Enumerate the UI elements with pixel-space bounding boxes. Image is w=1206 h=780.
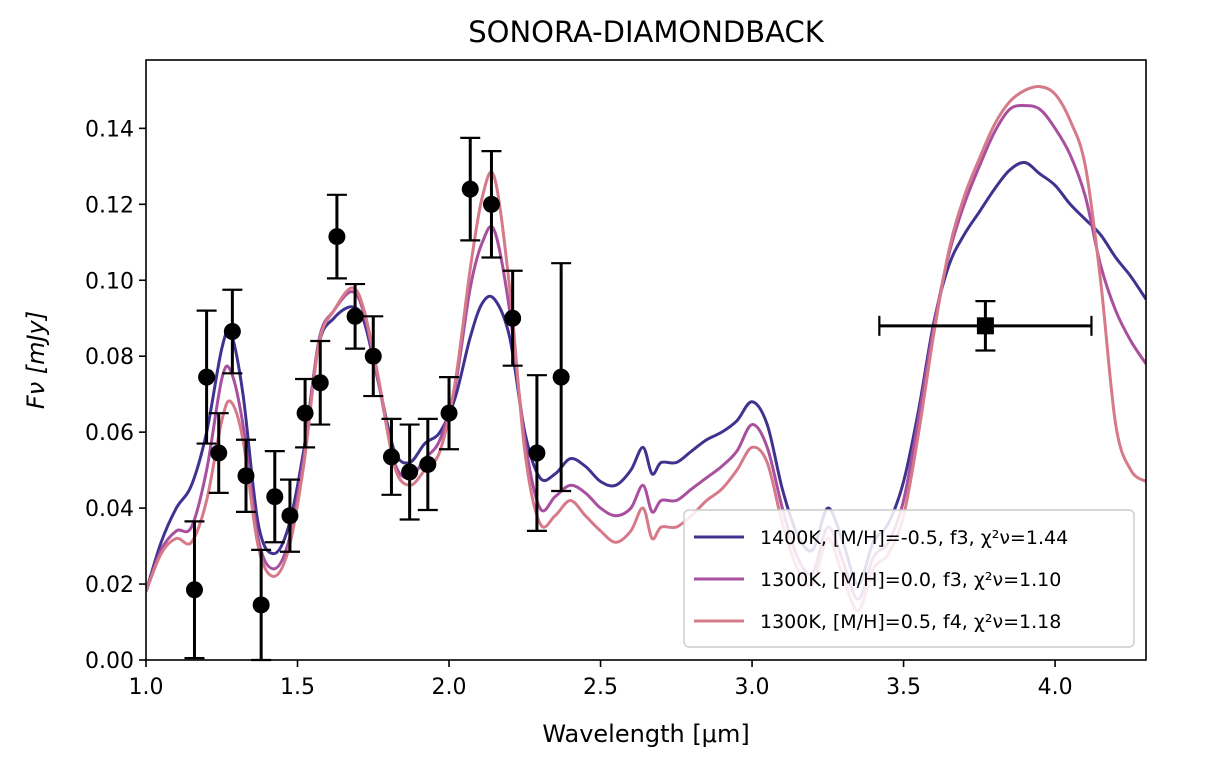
- data-marker: [461, 180, 479, 198]
- plot-frame: [145, 59, 1147, 661]
- x-tick-label: 2.0: [432, 675, 467, 700]
- square-marker: [976, 317, 994, 335]
- data-marker: [552, 368, 570, 386]
- data-marker: [198, 368, 216, 386]
- legend-box: [683, 509, 1135, 648]
- data-marker: [382, 448, 400, 466]
- data-point-17: [439, 375, 460, 451]
- legend-label: 1300K, [M/H]=0.0, f3, χ²ν=1.10: [760, 569, 1061, 591]
- x-tick-label: 1.5: [280, 675, 315, 700]
- data-marker: [440, 404, 458, 422]
- legend-item-1: 1400K, [M/H]=-0.5, f3, χ²ν=1.44: [694, 527, 1068, 549]
- y-tick-label: 0.00: [85, 649, 134, 674]
- chart-title: SONORA-DIAMONDBACK: [468, 15, 824, 49]
- y-tick-label: 0.06: [85, 421, 134, 446]
- data-marker: [210, 444, 228, 462]
- x-tick-label: 3.5: [886, 675, 921, 700]
- data-point-5: [236, 438, 256, 513]
- observed-points: [184, 136, 1093, 662]
- data-marker: [419, 455, 437, 473]
- y-tick-label: 0.08: [85, 345, 134, 370]
- legend-item-3: 1300K, [M/H]=0.5, f4, χ²ν=1.18: [694, 611, 1061, 633]
- data-point-2: [196, 309, 217, 445]
- x-tick-label: 2.5: [583, 675, 618, 700]
- data-point-11: [326, 193, 347, 280]
- data-marker: [528, 444, 546, 462]
- data-point-4: [222, 288, 243, 375]
- data-point-1: [184, 520, 205, 660]
- legend-label: 1400K, [M/H]=-0.5, f3, χ²ν=1.44: [760, 527, 1068, 549]
- data-point-22: [551, 262, 572, 493]
- data-marker: [296, 404, 314, 422]
- data-point-18: [460, 136, 481, 242]
- x-tick-label: 3.0: [735, 675, 770, 700]
- data-point-7: [264, 450, 285, 544]
- data-point-3: [208, 412, 229, 495]
- data-marker: [364, 347, 382, 365]
- data-marker: [328, 228, 346, 246]
- data-point-15: [399, 423, 420, 521]
- legend: 1400K, [M/H]=-0.5, f3, χ²ν=1.44 1300K, [M…: [683, 509, 1135, 648]
- data-marker: [346, 307, 364, 325]
- data-point-14: [381, 417, 402, 496]
- legend-items: 1400K, [M/H]=-0.5, f3, χ²ν=1.44 1300K, [M…: [694, 527, 1068, 633]
- x-tick-label: 1.0: [129, 675, 164, 700]
- y-tick-label: 0.14: [85, 117, 134, 142]
- data-point-10: [310, 339, 331, 426]
- data-point-8: [279, 478, 300, 553]
- data-marker: [237, 467, 255, 485]
- data-point-19: [481, 150, 502, 259]
- legend-item-2: 1300K, [M/H]=0.0, f3, χ²ν=1.10: [694, 569, 1061, 591]
- data-point-21: [526, 374, 547, 532]
- data-marker: [185, 581, 203, 599]
- data-marker: [252, 596, 270, 614]
- data-point-12: [345, 282, 366, 350]
- data-point-13: [363, 315, 384, 398]
- data-marker: [504, 309, 522, 327]
- data-marker: [266, 488, 284, 506]
- broadband-point: [878, 300, 1093, 352]
- data-marker: [401, 463, 419, 481]
- y-tick-label: 0.12: [85, 193, 134, 218]
- y-tick-label: 0.02: [85, 573, 134, 598]
- legend-label: 1300K, [M/H]=0.5, f4, χ²ν=1.18: [760, 611, 1061, 633]
- data-marker: [223, 323, 241, 341]
- y-axis-ticks: 0.00 0.02 0.04 0.06 0.08 0.10 0.12 0.14: [85, 117, 146, 674]
- data-point-20: [502, 269, 523, 367]
- data-point-6: [251, 548, 272, 662]
- data-point-16: [417, 417, 438, 512]
- data-marker: [482, 195, 500, 213]
- data-point-9: [295, 377, 316, 449]
- y-axis-label: Fν [mJy]: [22, 311, 50, 409]
- x-tick-label: 4.0: [1038, 675, 1073, 700]
- x-axis-label: Wavelength [μm]: [542, 720, 749, 748]
- data-marker: [311, 374, 329, 392]
- y-tick-label: 0.04: [85, 497, 134, 522]
- y-tick-label: 0.10: [85, 269, 134, 294]
- data-marker: [281, 507, 299, 525]
- x-axis-ticks: 1.0 1.5 2.0 2.5 3.0 3.5 4.0: [129, 660, 1073, 700]
